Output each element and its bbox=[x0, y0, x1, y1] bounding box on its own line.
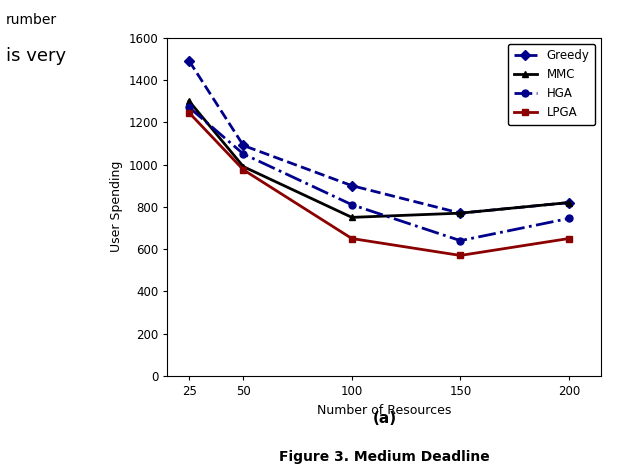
HGA bbox=[456, 238, 464, 243]
Greedy bbox=[348, 183, 356, 188]
Text: Figure 3. Medium Deadline: Figure 3. Medium Deadline bbox=[279, 450, 490, 463]
Line: MMC: MMC bbox=[185, 98, 572, 221]
Text: (a): (a) bbox=[373, 411, 396, 426]
HGA bbox=[348, 202, 356, 208]
LPGA bbox=[348, 236, 356, 242]
Legend: Greedy, MMC, HGA, LPGA: Greedy, MMC, HGA, LPGA bbox=[508, 44, 595, 125]
LPGA bbox=[185, 110, 193, 116]
Greedy bbox=[456, 210, 464, 216]
Greedy bbox=[239, 143, 247, 149]
Y-axis label: User Spending: User Spending bbox=[110, 161, 123, 252]
Greedy bbox=[185, 58, 193, 64]
Greedy bbox=[565, 200, 573, 205]
MMC bbox=[185, 98, 193, 104]
MMC bbox=[456, 210, 464, 216]
HGA bbox=[239, 151, 247, 157]
Text: rumber: rumber bbox=[6, 13, 57, 26]
Line: Greedy: Greedy bbox=[185, 57, 572, 217]
HGA bbox=[565, 216, 573, 221]
MMC bbox=[348, 214, 356, 220]
X-axis label: Number of Resources: Number of Resources bbox=[317, 404, 451, 416]
Line: HGA: HGA bbox=[185, 104, 572, 244]
LPGA bbox=[239, 167, 247, 172]
HGA bbox=[185, 104, 193, 110]
LPGA bbox=[565, 236, 573, 242]
MMC bbox=[565, 200, 573, 205]
Line: LPGA: LPGA bbox=[185, 109, 572, 259]
LPGA bbox=[456, 253, 464, 258]
MMC bbox=[239, 164, 247, 170]
Text: is very: is very bbox=[6, 47, 66, 65]
